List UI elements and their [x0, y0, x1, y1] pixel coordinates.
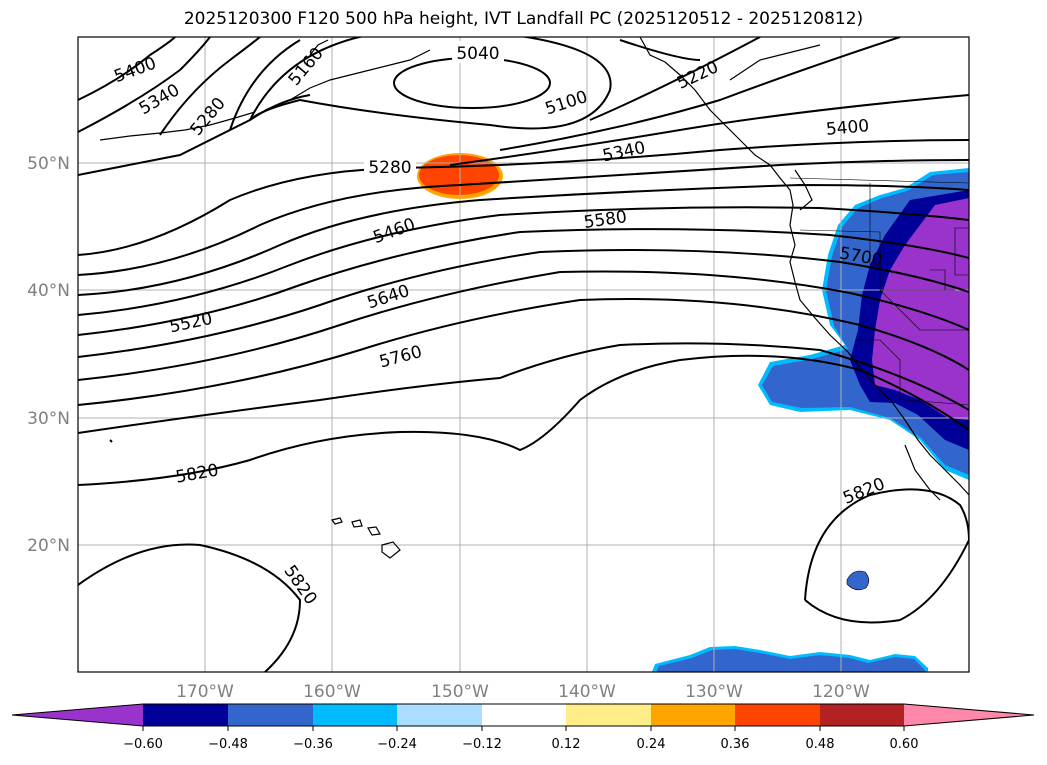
map-frame: [77, 36, 970, 673]
lon-label-120w: 120°W: [812, 682, 870, 702]
lon-label-170w: 170°W: [176, 682, 234, 702]
colorbar-segment: [651, 704, 735, 726]
colorbar-segment: [566, 704, 651, 726]
colorbar-tick-label: −0.36: [293, 737, 333, 752]
colorbar-extend-max: [904, 704, 1034, 726]
longitude-labels: 170°W 160°W 150°W 140°W 130°W 120°W: [176, 682, 870, 702]
lon-label-150w: 150°W: [431, 682, 489, 702]
contour-label-5280-central: 5280: [368, 158, 411, 178]
contour-label-5400-east: 5400: [825, 116, 870, 140]
lat-label-40n: 40°N: [27, 281, 70, 301]
colorbar-tick-label: 0.36: [721, 737, 750, 752]
colorbar-tick-label: 0.60: [890, 737, 919, 752]
colorbar-tick-label: −0.12: [462, 737, 502, 752]
colorbar-tick-label: 0.48: [806, 737, 835, 752]
colorbar-tick-label: 0.12: [552, 737, 581, 752]
colorbar-segment: [397, 704, 482, 726]
colorbar-segment: [735, 704, 820, 726]
lat-label-30n: 30°N: [27, 409, 70, 429]
coastlines: [99, 37, 969, 559]
colorbar-segment: [820, 704, 904, 726]
colorbar-tick-label: −0.60: [123, 737, 163, 752]
height-contours: [78, 37, 969, 672]
lat-label-20n: 20°N: [27, 536, 70, 556]
lon-label-140w: 140°W: [558, 682, 616, 702]
colorbar-tick-label: −0.48: [208, 737, 248, 752]
lon-label-160w: 160°W: [303, 682, 361, 702]
contour-label-5040: 5040: [456, 44, 499, 64]
colorbar-segment: [482, 704, 566, 726]
lat-label-50n: 50°N: [27, 154, 70, 174]
ivt-negative-region-south: [652, 570, 928, 672]
lon-label-130w: 130°W: [685, 682, 743, 702]
colorbar-tick-label: 0.24: [637, 737, 666, 752]
graticule: [78, 37, 969, 672]
colorbar-extend-min: [12, 704, 143, 726]
colorbar: −0.60 −0.48 −0.36 −0.24 −0.12 0.12 0.24 …: [11, 703, 1035, 752]
map-panel: [78, 37, 969, 672]
colorbar-segment: [228, 704, 313, 726]
colorbar-segment: [313, 704, 397, 726]
colorbar-segment: [143, 704, 228, 726]
latitude-labels: 50°N 40°N 30°N 20°N: [27, 154, 70, 556]
colorbar-tick-label: −0.24: [377, 737, 417, 752]
figure-title: 2025120300 F120 500 hPa height, IVT Land…: [183, 9, 864, 29]
